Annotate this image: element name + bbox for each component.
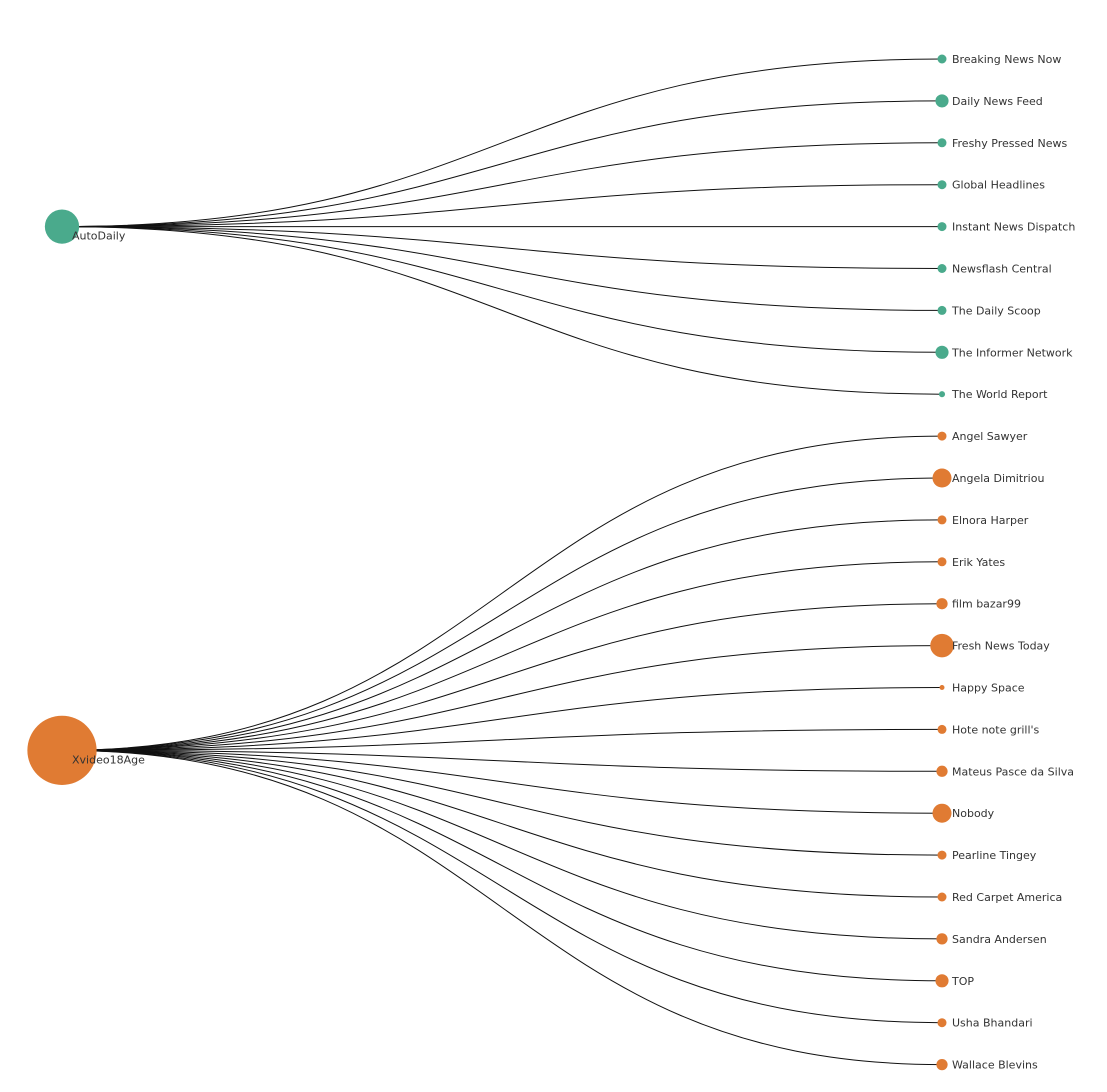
leaf-label-angela-dimitriou: Angela Dimitriou — [952, 472, 1044, 485]
leaf-label-newsflash-central: Newsflash Central — [952, 263, 1052, 276]
leaf-node-film-bazar99[interactable] — [936, 598, 948, 610]
leaf-node-breaking-news-now[interactable] — [937, 54, 947, 64]
source-node-xvideo18age[interactable] — [27, 715, 97, 785]
leaf-label-mateus-pasce-da-silva: Mateus Pasce da Silva — [952, 765, 1074, 778]
leaf-label-sandra-andersen: Sandra Andersen — [952, 933, 1047, 946]
leaf-node-nobody[interactable] — [932, 803, 952, 823]
leaf-node-the-world-report[interactable] — [938, 391, 946, 398]
link-autodaily-the-world-report — [61, 226, 943, 395]
leaf-node-erik-yates[interactable] — [937, 557, 947, 567]
leaf-node-the-daily-scoop[interactable] — [937, 305, 947, 315]
leaf-label-global-headlines: Global Headlines — [952, 179, 1045, 192]
nodes-layer: AutoDaily Breaking News Now Daily News Fee… — [27, 53, 1075, 1072]
leaf-node-usha-bhandari[interactable] — [937, 1018, 947, 1028]
link-xvideo18age-mateus-pasce-da-silva — [61, 749, 943, 772]
leaf-node-instant-news-dispatch[interactable] — [937, 222, 947, 232]
link-xvideo18age-hote-note-grill-s — [61, 728, 943, 751]
leaf-label-usha-bhandari: Usha Bhandari — [952, 1017, 1033, 1030]
link-xvideo18age-angela-dimitriou — [61, 477, 943, 751]
link-autodaily-breaking-news-now — [61, 58, 943, 228]
leaf-label-elnora-harper: Elnora Harper — [952, 514, 1029, 527]
link-xvideo18age-top — [61, 749, 943, 982]
leaf-label-erik-yates: Erik Yates — [952, 556, 1005, 569]
source-label-xvideo18age: Xvideo18Age — [72, 753, 145, 766]
leaf-label-freshy-pressed-news: Freshy Pressed News — [952, 137, 1067, 150]
leaf-label-the-world-report: The World Report — [951, 388, 1048, 401]
leaf-label-fresh-news-today: Fresh News Today — [952, 640, 1050, 653]
link-xvideo18age-sandra-andersen — [61, 749, 943, 940]
leaf-node-newsflash-central[interactable] — [937, 264, 947, 273]
link-autodaily-the-informer-network — [61, 226, 943, 353]
leaf-node-top[interactable] — [935, 974, 949, 988]
leaf-label-wallace-blevins: Wallace Blevins — [952, 1059, 1038, 1072]
leaf-node-global-headlines[interactable] — [937, 180, 947, 190]
leaf-node-the-informer-network[interactable] — [935, 345, 949, 359]
link-xvideo18age-film-bazar99 — [61, 603, 943, 751]
leaf-node-angel-sawyer[interactable] — [937, 431, 947, 441]
leaf-node-red-carpet-america[interactable] — [937, 892, 947, 902]
leaf-label-the-informer-network: The Informer Network — [951, 346, 1073, 359]
links-layer — [61, 58, 943, 1066]
leaf-label-film-bazar99: film bazar99 — [952, 598, 1021, 611]
leaf-label-red-carpet-america: Red Carpet America — [952, 891, 1062, 904]
leaf-label-the-daily-scoop: The Daily Scoop — [951, 304, 1041, 317]
leaf-node-fresh-news-today[interactable] — [930, 633, 954, 658]
link-autodaily-global-headlines — [61, 184, 943, 228]
leaf-label-breaking-news-now: Breaking News Now — [952, 53, 1061, 66]
leaf-node-mateus-pasce-da-silva[interactable] — [936, 765, 948, 777]
link-xvideo18age-nobody — [61, 749, 943, 814]
leaf-node-angela-dimitriou[interactable] — [932, 468, 952, 488]
leaf-node-happy-space[interactable] — [939, 685, 945, 690]
link-xvideo18age-pearline-tingey — [61, 749, 943, 856]
link-xvideo18age-fresh-news-today — [61, 645, 943, 751]
leaf-label-angel-sawyer: Angel Sawyer — [952, 430, 1028, 443]
leaf-label-nobody: Nobody — [952, 807, 995, 820]
link-autodaily-daily-news-feed — [61, 100, 943, 228]
leaf-label-happy-space: Happy Space — [952, 682, 1025, 695]
leaf-node-freshy-pressed-news[interactable] — [937, 138, 947, 148]
link-xvideo18age-happy-space — [61, 687, 943, 751]
leaf-label-pearline-tingey: Pearline Tingey — [952, 849, 1037, 862]
link-xvideo18age-erik-yates — [61, 561, 943, 751]
link-xvideo18age-angel-sawyer — [61, 435, 943, 751]
link-autodaily-freshy-pressed-news — [61, 142, 943, 228]
leaf-label-hote-note-grill-s: Hote note grill's — [952, 723, 1040, 736]
link-autodaily-the-daily-scoop — [61, 226, 943, 311]
source-label-autodaily: AutoDaily — [72, 230, 126, 243]
link-xvideo18age-red-carpet-america — [61, 749, 943, 898]
link-xvideo18age-usha-bhandari — [61, 749, 943, 1024]
link-autodaily-newsflash-central — [61, 226, 943, 269]
leaf-label-top: TOP — [951, 975, 974, 988]
leaf-label-daily-news-feed: Daily News Feed — [952, 95, 1043, 108]
leaf-node-sandra-andersen[interactable] — [936, 933, 948, 945]
leaf-node-elnora-harper[interactable] — [937, 515, 947, 525]
leaf-node-wallace-blevins[interactable] — [936, 1058, 948, 1071]
leaf-node-daily-news-feed[interactable] — [935, 94, 949, 108]
link-xvideo18age-wallace-blevins — [61, 749, 943, 1066]
leaf-node-pearline-tingey[interactable] — [937, 850, 947, 860]
leaf-node-hote-note-grill-s[interactable] — [937, 724, 947, 734]
link-xvideo18age-elnora-harper — [61, 519, 943, 751]
source-node-autodaily[interactable] — [44, 209, 80, 244]
leaf-label-instant-news-dispatch: Instant News Dispatch — [952, 221, 1075, 234]
